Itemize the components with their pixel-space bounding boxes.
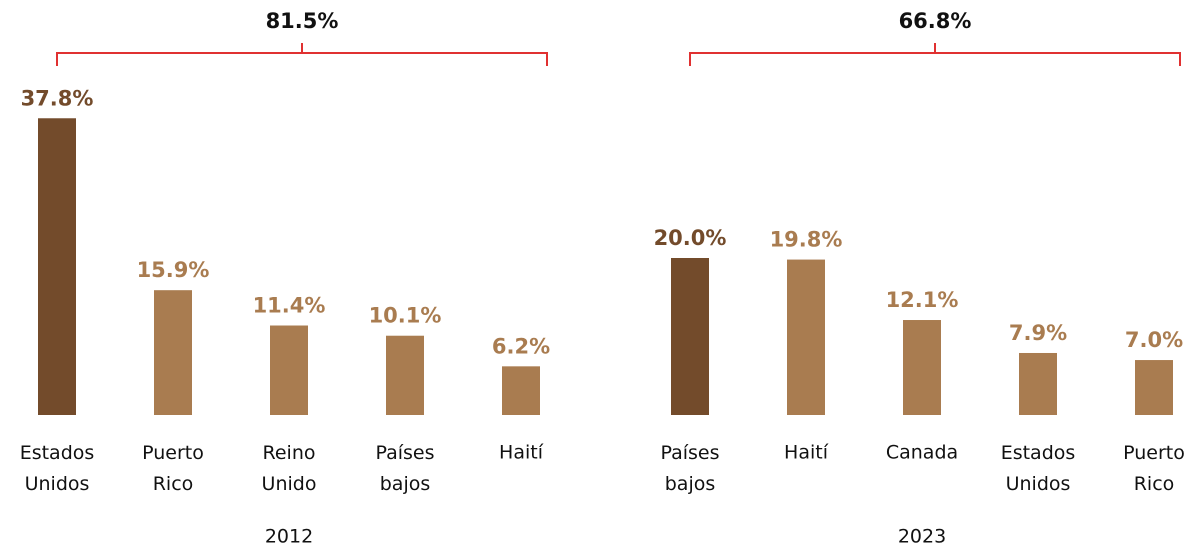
bar <box>1019 352 1057 415</box>
bar <box>502 366 540 415</box>
x-axis-label: 2012 <box>265 526 313 548</box>
x-tick-label: Haití <box>499 442 544 464</box>
x-tick-label: Canada <box>886 442 958 464</box>
x-tick-label: Estados Unidos <box>1001 442 1076 495</box>
value-label: 19.8% <box>770 228 843 252</box>
bar <box>154 290 192 415</box>
value-label: 20.0% <box>654 226 727 250</box>
value-label: 7.9% <box>1009 321 1067 345</box>
bar <box>270 325 308 415</box>
bar <box>386 335 424 415</box>
bar <box>787 259 825 415</box>
bar <box>1135 360 1173 415</box>
value-label: 7.0% <box>1125 328 1183 352</box>
x-tick-label: Reino Unido <box>262 442 317 495</box>
value-label: 12.1% <box>886 288 959 312</box>
value-label: 6.2% <box>492 334 550 358</box>
bracket <box>689 43 1181 66</box>
bar <box>38 118 76 416</box>
annotation: 81.5% <box>266 9 339 33</box>
annotation: 66.8% <box>899 9 972 33</box>
bracket <box>56 43 548 66</box>
x-tick-label: Estados Unidos <box>20 442 95 495</box>
bar <box>671 258 709 415</box>
x-tick-label: Países bajos <box>375 442 434 495</box>
bar <box>903 320 941 415</box>
x-tick-label: Países bajos <box>660 442 719 495</box>
x-axis-label: 2023 <box>898 526 946 548</box>
x-tick-label: Puerto Rico <box>142 442 204 495</box>
value-label: 37.8% <box>21 86 94 110</box>
value-label: 15.9% <box>137 258 210 282</box>
value-label: 11.4% <box>253 294 326 318</box>
x-tick-label: Haití <box>784 442 829 464</box>
x-tick-label: Puerto Rico <box>1123 442 1185 495</box>
value-label: 10.1% <box>369 304 442 328</box>
